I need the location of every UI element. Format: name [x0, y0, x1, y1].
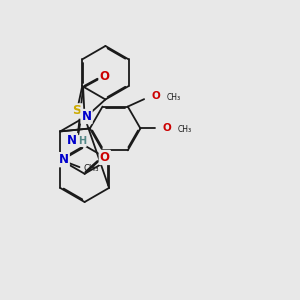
Text: N: N [82, 110, 92, 123]
Text: CH₃: CH₃ [167, 93, 181, 102]
Text: H: H [78, 136, 86, 146]
Text: O: O [151, 91, 160, 101]
Text: N: N [59, 153, 69, 166]
Text: O: O [100, 151, 110, 164]
Text: CH₃: CH₃ [178, 124, 192, 134]
Text: S: S [73, 104, 82, 118]
Text: N: N [67, 134, 77, 147]
Text: O: O [162, 124, 171, 134]
Text: CH₃: CH₃ [83, 164, 99, 173]
Text: O: O [100, 70, 110, 83]
